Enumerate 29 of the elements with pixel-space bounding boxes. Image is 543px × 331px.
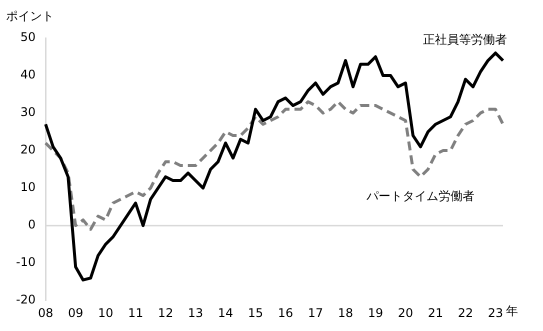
x-tick-label: 09: [68, 306, 84, 320]
series-label: 正社員等労働者: [423, 32, 507, 47]
x-tick-label: 11: [128, 306, 144, 320]
y-tick-label: 30: [20, 105, 36, 120]
y-tick-label: 20: [20, 142, 36, 157]
x-tick-label: 10: [98, 306, 114, 320]
y-tick-label: 40: [20, 68, 36, 82]
x-tick-label: 08: [38, 306, 54, 320]
y-axis-title: ポイント: [6, 8, 54, 25]
y-tick-label: 50: [20, 30, 36, 44]
x-tick-label: 18: [338, 306, 354, 320]
line-series: [44, 100, 504, 231]
x-axis-title: 年: [506, 303, 518, 320]
x-tick-label: 16: [278, 306, 294, 320]
y-tick-label: -10: [16, 255, 36, 270]
y-tick-label: 0: [28, 218, 36, 232]
x-tick-label: 13: [188, 306, 204, 320]
x-tick-label: 21: [428, 306, 444, 320]
x-tick-label: 23: [488, 306, 504, 320]
x-tick-label: 22: [458, 306, 474, 320]
x-tick-label: 15: [248, 306, 264, 320]
x-tick-label: 17: [308, 306, 324, 320]
x-tick-label: 19: [368, 306, 384, 320]
x-tick-label: 20: [398, 306, 414, 320]
y-tick-label: -20: [16, 292, 36, 307]
x-tick-label: 14: [218, 306, 234, 320]
y-tick-label: 10: [20, 180, 36, 194]
series-label: パートタイム労働者: [366, 188, 475, 203]
x-tick-label: 12: [158, 306, 174, 320]
